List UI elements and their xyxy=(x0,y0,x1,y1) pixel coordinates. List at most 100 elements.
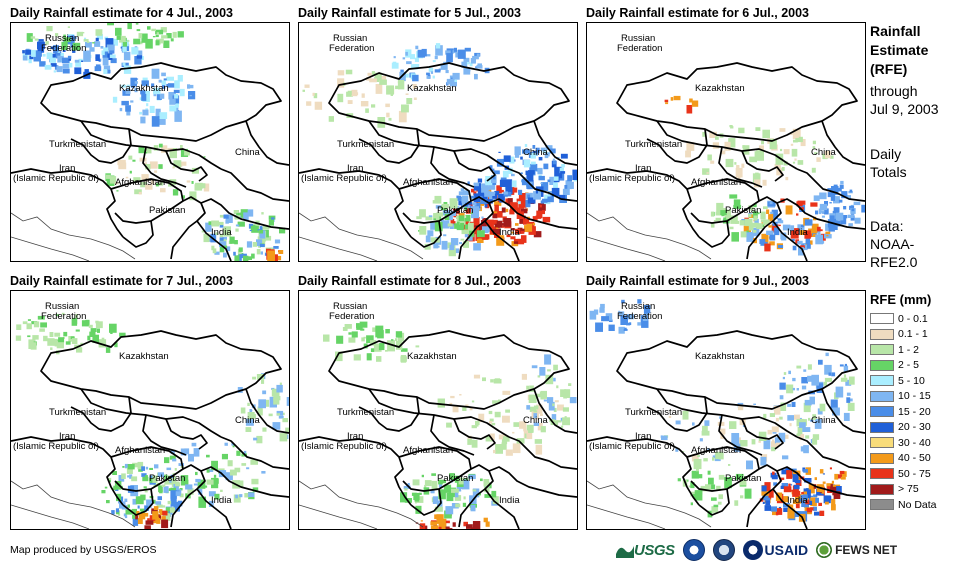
country-label-kazakhstan: Kazakhstan xyxy=(407,83,457,94)
rain-cell xyxy=(144,512,149,517)
rain-cell xyxy=(33,321,40,328)
rain-cell xyxy=(498,399,501,403)
rain-cell xyxy=(642,315,648,322)
rain-cell xyxy=(846,397,851,403)
rain-cell xyxy=(169,476,177,484)
rain-cell xyxy=(453,47,457,52)
rain-cell xyxy=(814,511,820,516)
rain-cell xyxy=(75,314,78,318)
rain-cell xyxy=(515,223,519,226)
rain-cell xyxy=(170,38,174,42)
rain-cell xyxy=(201,230,204,233)
rain-cell xyxy=(105,347,111,353)
rain-cell xyxy=(816,383,824,393)
rain-cell xyxy=(560,425,564,428)
rain-cell xyxy=(132,515,136,519)
rain-cell xyxy=(769,241,775,246)
legend-swatch xyxy=(870,328,894,340)
rain-cell xyxy=(469,62,473,67)
country-border xyxy=(484,488,520,529)
rain-cell xyxy=(170,490,177,499)
rain-cell xyxy=(151,116,160,127)
country-label-iran-1: Iran xyxy=(347,163,363,174)
rain-cell xyxy=(484,191,491,197)
rain-cell xyxy=(27,319,31,321)
rain-cell xyxy=(154,464,159,469)
rain-cell xyxy=(848,376,855,385)
rain-cell xyxy=(781,496,788,503)
rain-cell xyxy=(198,496,206,508)
rain-cell xyxy=(815,210,818,215)
rain-cell xyxy=(42,54,46,57)
noaa-seal-icon xyxy=(682,539,705,561)
rain-cell xyxy=(134,81,138,84)
rain-cell xyxy=(803,469,808,473)
rain-cell xyxy=(777,508,783,515)
rain-cell xyxy=(97,328,100,333)
rain-cell xyxy=(163,78,167,81)
country-border xyxy=(142,414,187,456)
rain-cell xyxy=(162,84,166,89)
rain-cell xyxy=(109,54,116,58)
rain-cell xyxy=(463,69,466,71)
rain-cell xyxy=(513,238,518,243)
fewsnet-logo-text: FEWS NET xyxy=(835,543,898,557)
country-label-iran-1: Iran xyxy=(635,431,651,442)
rain-cell xyxy=(72,50,76,53)
rain-cell xyxy=(109,323,117,333)
rain-cell xyxy=(763,206,768,210)
rain-cell xyxy=(328,116,334,122)
rain-cell xyxy=(550,420,559,425)
country-label-turkmenistan: Turkmenistan xyxy=(337,139,394,150)
rain-cell xyxy=(47,338,55,346)
rain-cell xyxy=(95,37,99,42)
rain-cell xyxy=(335,351,343,362)
rain-cell xyxy=(702,425,708,434)
rain-cell xyxy=(751,439,756,445)
rain-cell xyxy=(469,474,476,480)
rain-cell xyxy=(533,422,539,426)
rain-cell xyxy=(538,157,543,161)
country-border xyxy=(772,220,808,261)
rain-cell xyxy=(247,402,250,406)
rain-cell xyxy=(163,486,169,493)
rain-cell xyxy=(261,471,266,474)
legend-swatch xyxy=(870,390,894,402)
rain-cell xyxy=(84,69,89,73)
rain-cell xyxy=(95,54,100,61)
rain-cell xyxy=(532,145,536,149)
country-border xyxy=(70,396,132,432)
rain-cell xyxy=(172,458,177,462)
rain-cell xyxy=(198,488,203,495)
rain-cell xyxy=(840,377,848,382)
rain-cell xyxy=(63,34,66,38)
rain-cell xyxy=(57,55,64,63)
rain-cell xyxy=(528,394,537,403)
rain-cell xyxy=(419,492,422,495)
country-label-iran-2: (Islamic Republic of) xyxy=(589,441,675,452)
rain-cell xyxy=(689,98,693,103)
rain-cell xyxy=(467,181,470,185)
rain-cell xyxy=(26,33,33,42)
rain-cell xyxy=(186,180,191,183)
rain-cell xyxy=(799,498,802,502)
rain-cell xyxy=(861,204,865,213)
rain-cell xyxy=(430,489,435,494)
rain-cell xyxy=(232,445,235,448)
rain-cell xyxy=(804,478,812,483)
rain-cell xyxy=(821,215,825,218)
daily-totals: Daily Totals xyxy=(870,145,962,181)
rain-cell xyxy=(511,228,515,231)
country-label-china: China xyxy=(523,415,549,426)
rain-cell xyxy=(621,299,625,304)
rain-cell xyxy=(45,41,49,45)
rain-cell xyxy=(188,453,194,462)
rain-cell xyxy=(248,492,255,497)
rain-cell xyxy=(41,324,44,328)
rain-cell xyxy=(518,189,523,195)
rain-cell xyxy=(161,484,166,487)
data-line: NOAA- xyxy=(870,236,915,252)
rain-cell xyxy=(505,208,509,213)
rain-cell xyxy=(115,508,119,513)
rain-cell xyxy=(354,92,359,95)
